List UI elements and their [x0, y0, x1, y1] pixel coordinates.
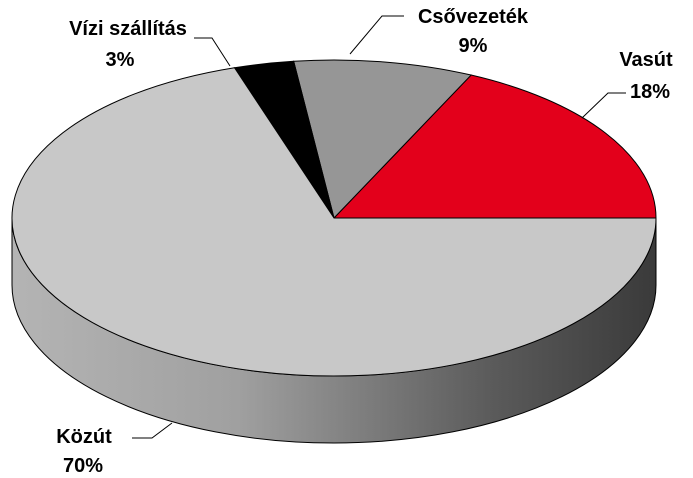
leader-vizi: [194, 37, 231, 67]
slice-csovezetek: [293, 59, 473, 219]
slice-kozut: [11, 67, 657, 377]
slice-value-csovezetek: 9%: [459, 35, 488, 57]
leader-csovezetek: [349, 15, 404, 55]
slice-value-vizi: 3%: [106, 49, 135, 71]
slice-value-vasut: 18%: [630, 81, 670, 103]
slice-vasut: [332, 74, 657, 219]
slice-label-csovezetek: Csővezeték: [418, 6, 529, 28]
slice-label-kozut: Közút: [56, 426, 112, 448]
slice-label-vasut: Vasút: [619, 49, 673, 71]
slice-value-kozut: 70%: [63, 455, 103, 477]
leader-kozut: [132, 422, 173, 439]
leader-vasut: [581, 92, 626, 119]
slice-label-vizi: Vízi szállítás: [69, 18, 187, 40]
